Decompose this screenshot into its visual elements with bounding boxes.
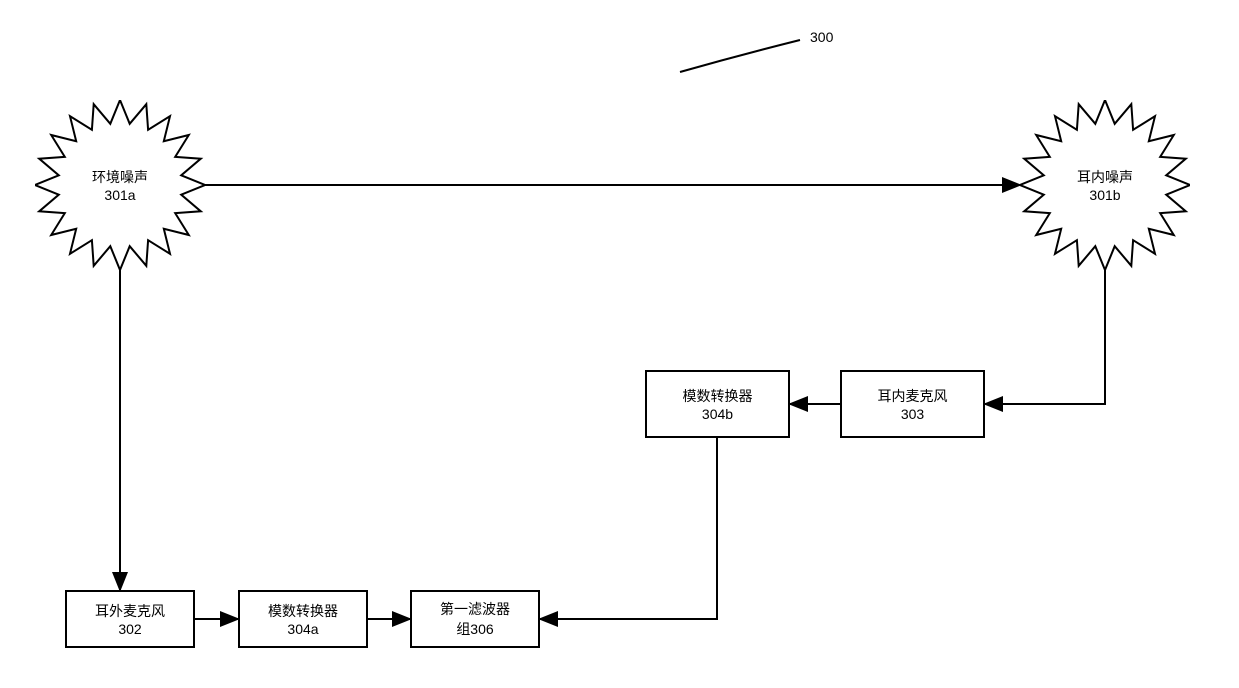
block-external-mic: 耳外麦克风 302 bbox=[65, 590, 195, 648]
figure-ref-text: 300 bbox=[810, 29, 833, 45]
block-306-label: 第一滤波器 bbox=[440, 599, 510, 619]
block-inear-mic: 耳内麦克风 303 bbox=[840, 370, 985, 438]
block-303-ref: 303 bbox=[901, 406, 924, 422]
block-303-label: 耳内麦克风 bbox=[878, 386, 948, 406]
noise-source-inear: 耳内噪声 301b bbox=[1020, 100, 1190, 270]
block-302-ref: 302 bbox=[118, 621, 141, 637]
noise-source-environment: 环境噪声 301a bbox=[35, 100, 205, 270]
noise-301a-ref: 301a bbox=[104, 187, 135, 203]
block-306-ref: 组306 bbox=[456, 619, 493, 639]
noise-301b-ref: 301b bbox=[1089, 187, 1120, 203]
block-304a-label: 模数转换器 bbox=[268, 601, 338, 621]
block-filter-group: 第一滤波器 组306 bbox=[410, 590, 540, 648]
block-304b-label: 模数转换器 bbox=[683, 386, 753, 406]
noise-301a-label: 环境噪声 bbox=[92, 169, 148, 185]
block-304a-ref: 304a bbox=[287, 621, 318, 637]
block-adc-a: 模数转换器 304a bbox=[238, 590, 368, 648]
figure-ref-number: 300 bbox=[810, 29, 833, 45]
block-302-label: 耳外麦克风 bbox=[95, 601, 165, 621]
block-adc-b: 模数转换器 304b bbox=[645, 370, 790, 438]
noise-301b-label: 耳内噪声 bbox=[1077, 169, 1133, 185]
block-304b-ref: 304b bbox=[702, 406, 733, 422]
